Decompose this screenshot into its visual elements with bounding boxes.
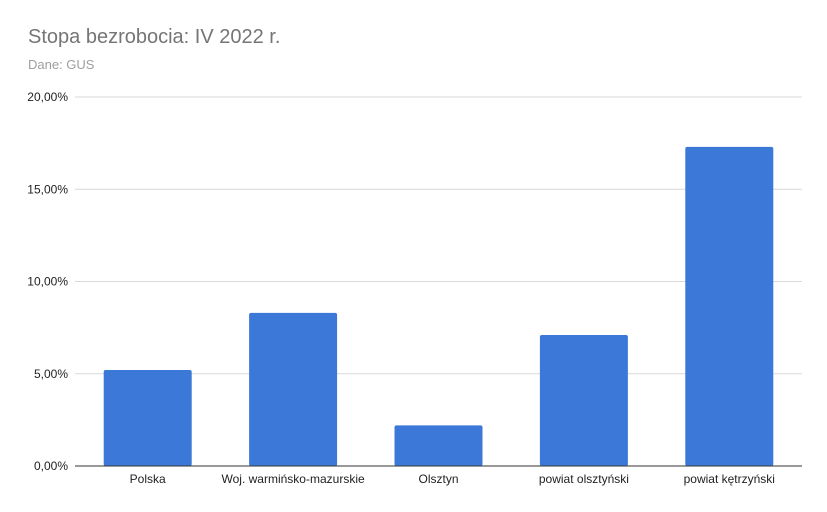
y-tick-label: 15,00% — [27, 182, 68, 196]
y-tick-label: 0,00% — [34, 459, 68, 473]
bar — [394, 425, 483, 466]
bar — [539, 335, 628, 466]
y-tick-label: 20,00% — [27, 90, 68, 104]
chart-title: Stopa bezrobocia: IV 2022 r. — [28, 26, 281, 48]
x-category-label: Olsztyn — [418, 472, 458, 486]
bars — [103, 146, 774, 466]
x-axis-labels: Polska Woj. warmińsko-mazurskie Olsztyn pow… — [130, 472, 775, 486]
bar — [685, 146, 774, 466]
bar — [249, 312, 338, 466]
y-tick-label: 5,00% — [34, 367, 68, 381]
x-category-label: powiat kętrzyński — [684, 472, 775, 486]
gridlines — [75, 96, 802, 375]
x-category-label: powiat olsztyński — [539, 472, 629, 486]
y-tick-label: 10,00% — [27, 275, 68, 289]
bar — [103, 370, 192, 466]
y-axis-ticks: 0,00% 5,00% 10,00% 15,00% 20,00% — [27, 90, 68, 473]
x-category-label: Polska — [130, 472, 166, 486]
x-category-label: Woj. warmińsko-mazurskie — [222, 472, 365, 486]
chart-subtitle: Dane: GUS — [28, 57, 95, 72]
